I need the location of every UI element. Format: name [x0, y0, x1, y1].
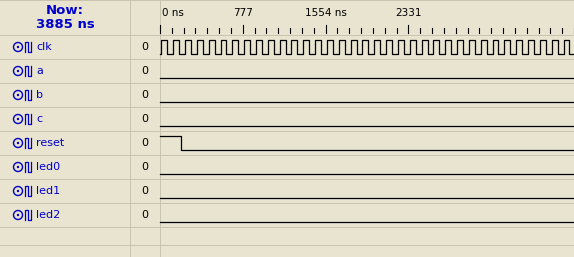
Text: 777: 777 — [233, 8, 253, 18]
Circle shape — [17, 70, 19, 72]
Text: 0: 0 — [142, 186, 149, 196]
Text: 0: 0 — [142, 42, 149, 52]
Text: 0: 0 — [142, 162, 149, 172]
Text: 0: 0 — [142, 138, 149, 148]
Text: 1554 ns: 1554 ns — [305, 8, 347, 18]
Text: b: b — [36, 90, 43, 100]
Text: led1: led1 — [36, 186, 60, 196]
Circle shape — [17, 118, 19, 120]
Circle shape — [17, 142, 19, 144]
Circle shape — [17, 214, 19, 216]
Text: 0 ns: 0 ns — [162, 8, 184, 18]
Text: reset: reset — [36, 138, 64, 148]
Text: led2: led2 — [36, 210, 60, 220]
Text: clk: clk — [36, 42, 52, 52]
Text: 0: 0 — [142, 210, 149, 220]
Text: led0: led0 — [36, 162, 60, 172]
Text: 0: 0 — [142, 114, 149, 124]
Text: 2331: 2331 — [395, 8, 422, 18]
Text: 0: 0 — [142, 90, 149, 100]
Text: c: c — [36, 114, 42, 124]
Circle shape — [17, 94, 19, 96]
Text: a: a — [36, 66, 43, 76]
Circle shape — [17, 166, 19, 168]
Text: 0: 0 — [142, 66, 149, 76]
Circle shape — [17, 190, 19, 192]
Text: Now:
3885 ns: Now: 3885 ns — [36, 4, 94, 32]
Circle shape — [17, 46, 19, 48]
